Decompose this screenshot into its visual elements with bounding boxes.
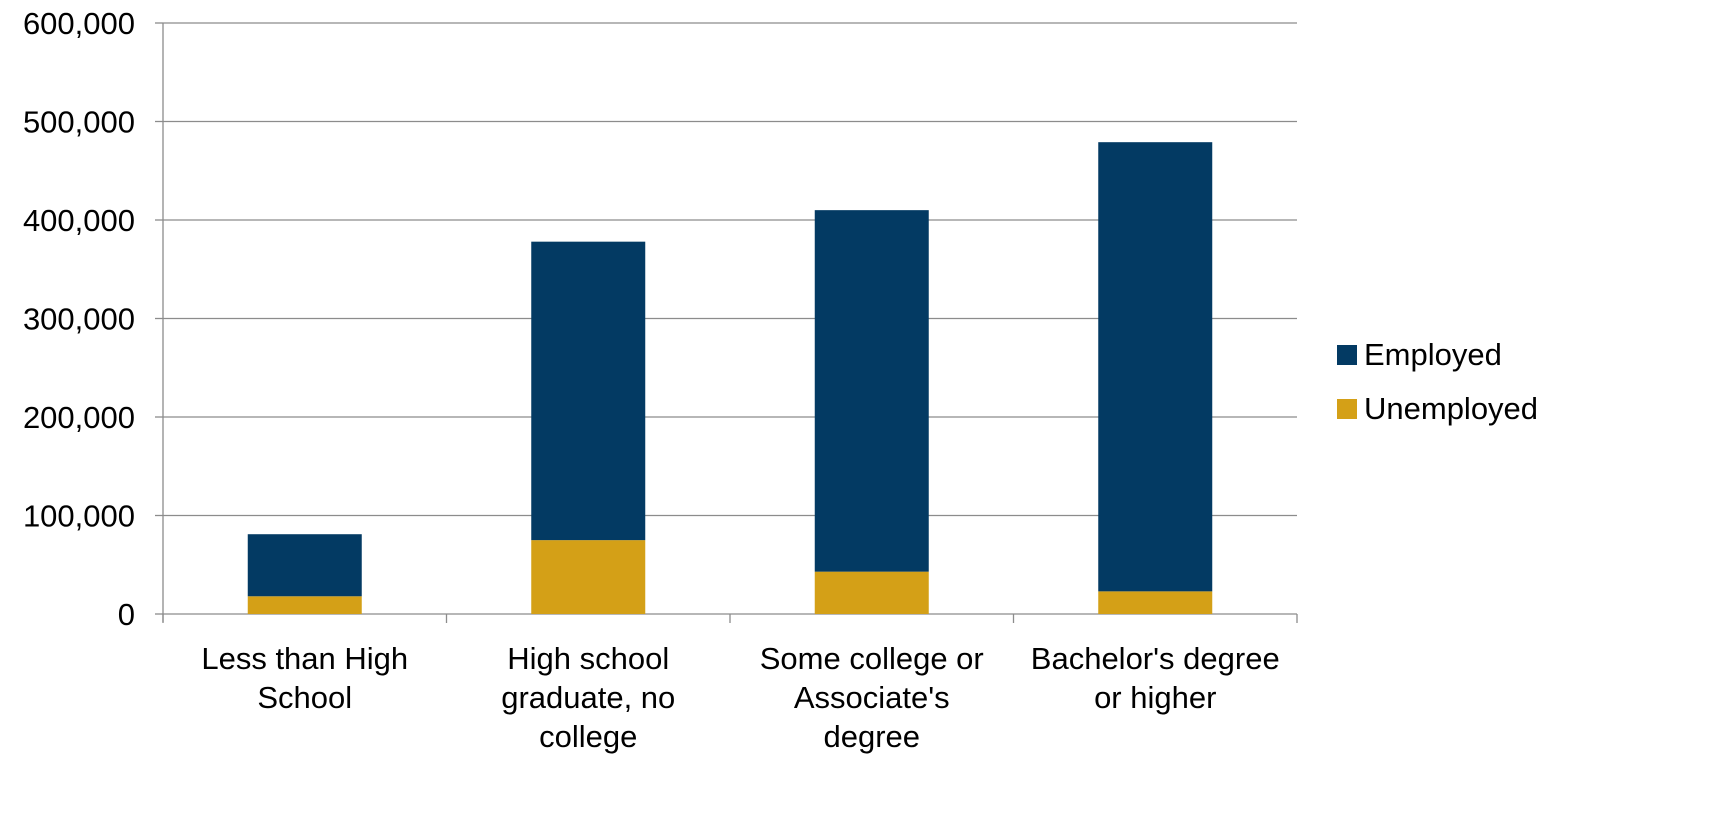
legend-label: Unemployed xyxy=(1364,391,1538,426)
x-category-label: Less than High School xyxy=(201,641,408,715)
x-category-label: Bachelor's degree or higher xyxy=(1031,641,1280,715)
legend-swatch xyxy=(1337,399,1357,419)
bar-employed xyxy=(1098,142,1213,592)
x-category-label: Some college or Associate's degree xyxy=(760,641,984,754)
x-category-label-line: or higher xyxy=(1094,680,1216,715)
x-category-label-line: Associate's xyxy=(794,680,950,715)
y-tick-label: 100,000 xyxy=(23,499,135,534)
bar-unemployed xyxy=(247,596,362,614)
x-category-label-line: degree xyxy=(823,719,920,754)
legend-label: Employed xyxy=(1364,337,1502,372)
y-tick-label: 500,000 xyxy=(23,105,135,140)
bar-employed xyxy=(814,210,929,572)
legend-item-employed: Employed xyxy=(1337,337,1502,372)
y-tick-label: 200,000 xyxy=(23,400,135,435)
y-tick-label: 0 xyxy=(118,597,135,632)
bar-unemployed xyxy=(531,540,646,614)
x-category-label-line: college xyxy=(539,719,637,754)
bar-unemployed xyxy=(1098,591,1213,614)
bar-unemployed xyxy=(814,571,929,614)
x-category-label-line: School xyxy=(257,680,352,715)
bar-employed xyxy=(531,241,646,541)
y-tick-label: 400,000 xyxy=(23,203,135,238)
x-category-label: High school graduate, no college xyxy=(501,641,675,754)
legend-item-unemployed: Unemployed xyxy=(1337,391,1538,426)
x-category-label-line: Some college or xyxy=(760,641,984,676)
x-category-label-line: Less than High xyxy=(201,641,408,676)
x-category-label-line: High school xyxy=(507,641,669,676)
x-category-label-line: graduate, no xyxy=(501,680,675,715)
y-tick-label: 600,000 xyxy=(23,6,135,41)
legend-swatch xyxy=(1337,345,1357,365)
x-category-label-line: Bachelor's degree xyxy=(1031,641,1280,676)
y-tick-label: 300,000 xyxy=(23,302,135,337)
bar-employed xyxy=(247,534,362,597)
